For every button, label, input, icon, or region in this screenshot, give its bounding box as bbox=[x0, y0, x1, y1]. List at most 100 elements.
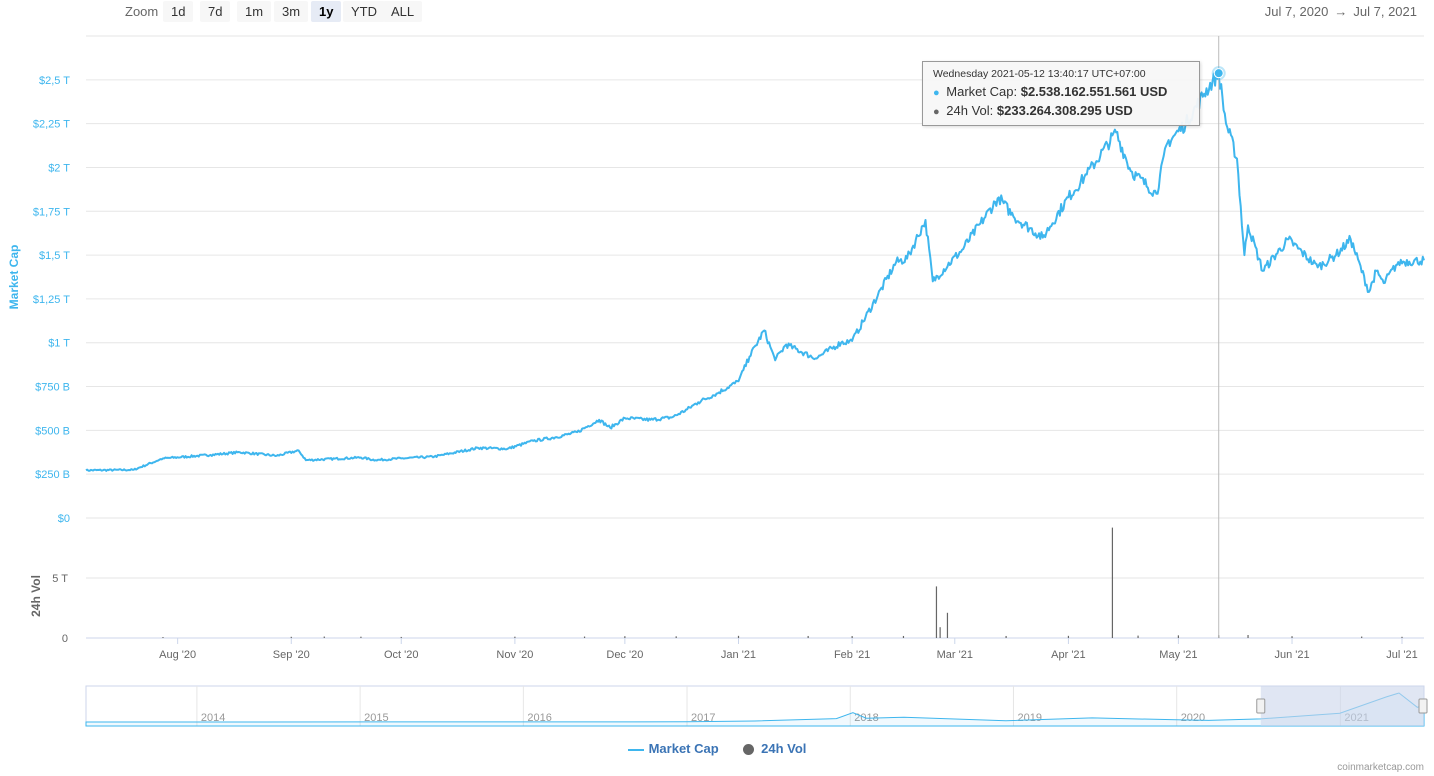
volume-bar bbox=[514, 636, 516, 638]
market-cap-series bbox=[85, 69, 1425, 472]
volume-dot-icon: ● bbox=[933, 106, 940, 118]
navigator: 20142015201620172018201920202021 bbox=[85, 685, 1428, 727]
x-tick-label: Sep '20 bbox=[273, 649, 310, 661]
tooltip-vol-row: ● 24h Vol: $233.264.308.295 USD bbox=[933, 102, 1189, 121]
y-tick-label: $2,25 T bbox=[33, 119, 70, 131]
volume-bar bbox=[1111, 527, 1114, 638]
volume-bar bbox=[290, 636, 292, 638]
grid bbox=[86, 35, 1424, 639]
volume-bar bbox=[946, 612, 949, 638]
x-tick-label: Jul '21 bbox=[1386, 649, 1417, 661]
x-tick-label: May '21 bbox=[1159, 649, 1197, 661]
navigator-year-label: 2016 bbox=[527, 712, 551, 724]
volume-bar bbox=[162, 637, 164, 638]
tooltip-date: Wednesday 2021-05-12 13:40:17 UTC+07:00 bbox=[933, 68, 1146, 80]
zoom-1d-button[interactable]: 1d bbox=[163, 1, 194, 22]
x-tick-label: Aug '20 bbox=[159, 649, 196, 661]
line-swatch-icon bbox=[627, 748, 644, 751]
range-from[interactable]: Jul 7, 2020 bbox=[1264, 4, 1329, 19]
y-tick-label: $500 B bbox=[35, 425, 70, 437]
volume-bar bbox=[1177, 635, 1179, 638]
y-tick-label: $0 bbox=[58, 513, 70, 525]
zoom-all-button[interactable]: ALL bbox=[383, 1, 423, 22]
volume-bar bbox=[935, 586, 938, 638]
y-tick-label: $750 B bbox=[35, 382, 70, 394]
volume-bar bbox=[1005, 635, 1007, 638]
y-tick-label: $1,75 T bbox=[33, 206, 70, 218]
date-range: Jul 7, 2020 → Jul 7, 2021 bbox=[1262, 4, 1420, 19]
volume-bar bbox=[1291, 636, 1293, 638]
volume-bar bbox=[360, 636, 362, 638]
volume-bar bbox=[1247, 635, 1249, 638]
navigator-year-label: 2014 bbox=[201, 712, 225, 724]
vol-y-axis-title: 24h Vol bbox=[29, 575, 43, 617]
volume-bar bbox=[851, 636, 853, 638]
x-tick-label: Mar '21 bbox=[937, 649, 973, 661]
x-tick-label: Oct '20 bbox=[384, 649, 419, 661]
navigator-year-label: 2020 bbox=[1181, 712, 1205, 724]
volume-bar bbox=[737, 635, 740, 638]
axes: $0 $250 B $500 B $750 B $1 T $1,25 T $1,5 T $1,… bbox=[7, 75, 1418, 661]
volume-bar bbox=[807, 635, 809, 638]
hover-point bbox=[1213, 68, 1224, 79]
y-axis-title: Market Cap bbox=[7, 245, 21, 310]
x-tick-label: Jan '21 bbox=[721, 649, 756, 661]
volume-bar bbox=[675, 636, 677, 638]
zoom-3m-button[interactable]: 3m bbox=[274, 1, 309, 22]
x-tick-label: Nov '20 bbox=[496, 649, 533, 661]
hover-marker bbox=[1211, 36, 1226, 638]
navigator-selection bbox=[1260, 686, 1424, 726]
navigator-year-label: 2019 bbox=[1017, 712, 1041, 724]
navigator-year-label: 2015 bbox=[364, 712, 388, 724]
volume-bar bbox=[1067, 635, 1070, 638]
vol-y-tick-label: 0 bbox=[62, 633, 68, 645]
market-cap-line bbox=[85, 69, 1425, 472]
y-tick-label: $1,5 T bbox=[39, 250, 70, 262]
y-tick-label: $1 T bbox=[48, 338, 70, 350]
x-tick-label: Apr '21 bbox=[1051, 649, 1086, 661]
chart-tooltip: Wednesday 2021-05-12 13:40:17 UTC+07:00 … bbox=[922, 61, 1200, 126]
x-tick-label: Dec '20 bbox=[606, 649, 643, 661]
legend-market-cap[interactable]: Market Cap bbox=[627, 741, 719, 756]
legend-volume[interactable]: 24h Vol bbox=[743, 741, 806, 756]
y-tick-label: $250 B bbox=[35, 469, 70, 481]
x-tick-label: Jun '21 bbox=[1274, 649, 1309, 661]
tooltip-market-cap-value: $2.538.162.551.561 USD bbox=[1020, 84, 1168, 99]
credit-link[interactable]: coinmarketcap.com bbox=[1337, 762, 1424, 773]
volume-bar bbox=[624, 636, 626, 638]
navigator-year-label: 2017 bbox=[691, 712, 715, 724]
volume-bar bbox=[583, 636, 586, 638]
legend: Market Cap 24h Vol bbox=[0, 740, 1434, 760]
y-tick-label: $2,5 T bbox=[39, 75, 70, 87]
volume-bar bbox=[1137, 635, 1139, 638]
zoom-7d-button[interactable]: 7d bbox=[200, 1, 231, 22]
dot-swatch-icon bbox=[743, 744, 755, 756]
navigator-frame bbox=[85, 685, 1425, 727]
legend-volume-label: 24h Vol bbox=[761, 741, 807, 756]
x-tick-label: Feb '21 bbox=[834, 649, 870, 661]
tooltip-vol-value: $233.264.308.295 USD bbox=[996, 103, 1133, 118]
tooltip-market-cap-row: ● Market Cap: $2.538.162.551.561 USD bbox=[933, 83, 1189, 102]
volume-bar bbox=[1361, 636, 1363, 638]
tooltip-market-cap-label: Market Cap: bbox=[946, 84, 1018, 99]
chart-toolbar: Zoom 1d 7d 1m 3m 1y YTD ALL Jul 7, 2020 →… bbox=[0, 0, 1434, 26]
zoom-label: Zoom bbox=[125, 4, 159, 19]
legend-market-cap-label: Market Cap bbox=[648, 741, 719, 756]
zoom-1y-button[interactable]: 1y bbox=[311, 1, 342, 22]
vol-y-tick-label: 5 T bbox=[52, 573, 68, 585]
y-tick-label: $1,25 T bbox=[33, 294, 70, 306]
volume-bar bbox=[323, 636, 325, 638]
volume-bars bbox=[162, 527, 1403, 638]
range-arrow: → bbox=[1334, 4, 1348, 19]
y-tick-label: $2 T bbox=[48, 162, 70, 174]
zoom-ytd-button[interactable]: YTD bbox=[343, 1, 385, 22]
zoom-1m-button[interactable]: 1m bbox=[237, 1, 272, 22]
volume-bar bbox=[902, 635, 905, 638]
volume-bar bbox=[939, 627, 941, 638]
volume-bar bbox=[400, 636, 402, 638]
range-to[interactable]: Jul 7, 2021 bbox=[1353, 4, 1417, 19]
market-cap-dot-icon: ● bbox=[933, 87, 940, 99]
tooltip-vol-label: 24h Vol: bbox=[946, 103, 994, 118]
navigator-left-handle bbox=[1256, 698, 1266, 714]
